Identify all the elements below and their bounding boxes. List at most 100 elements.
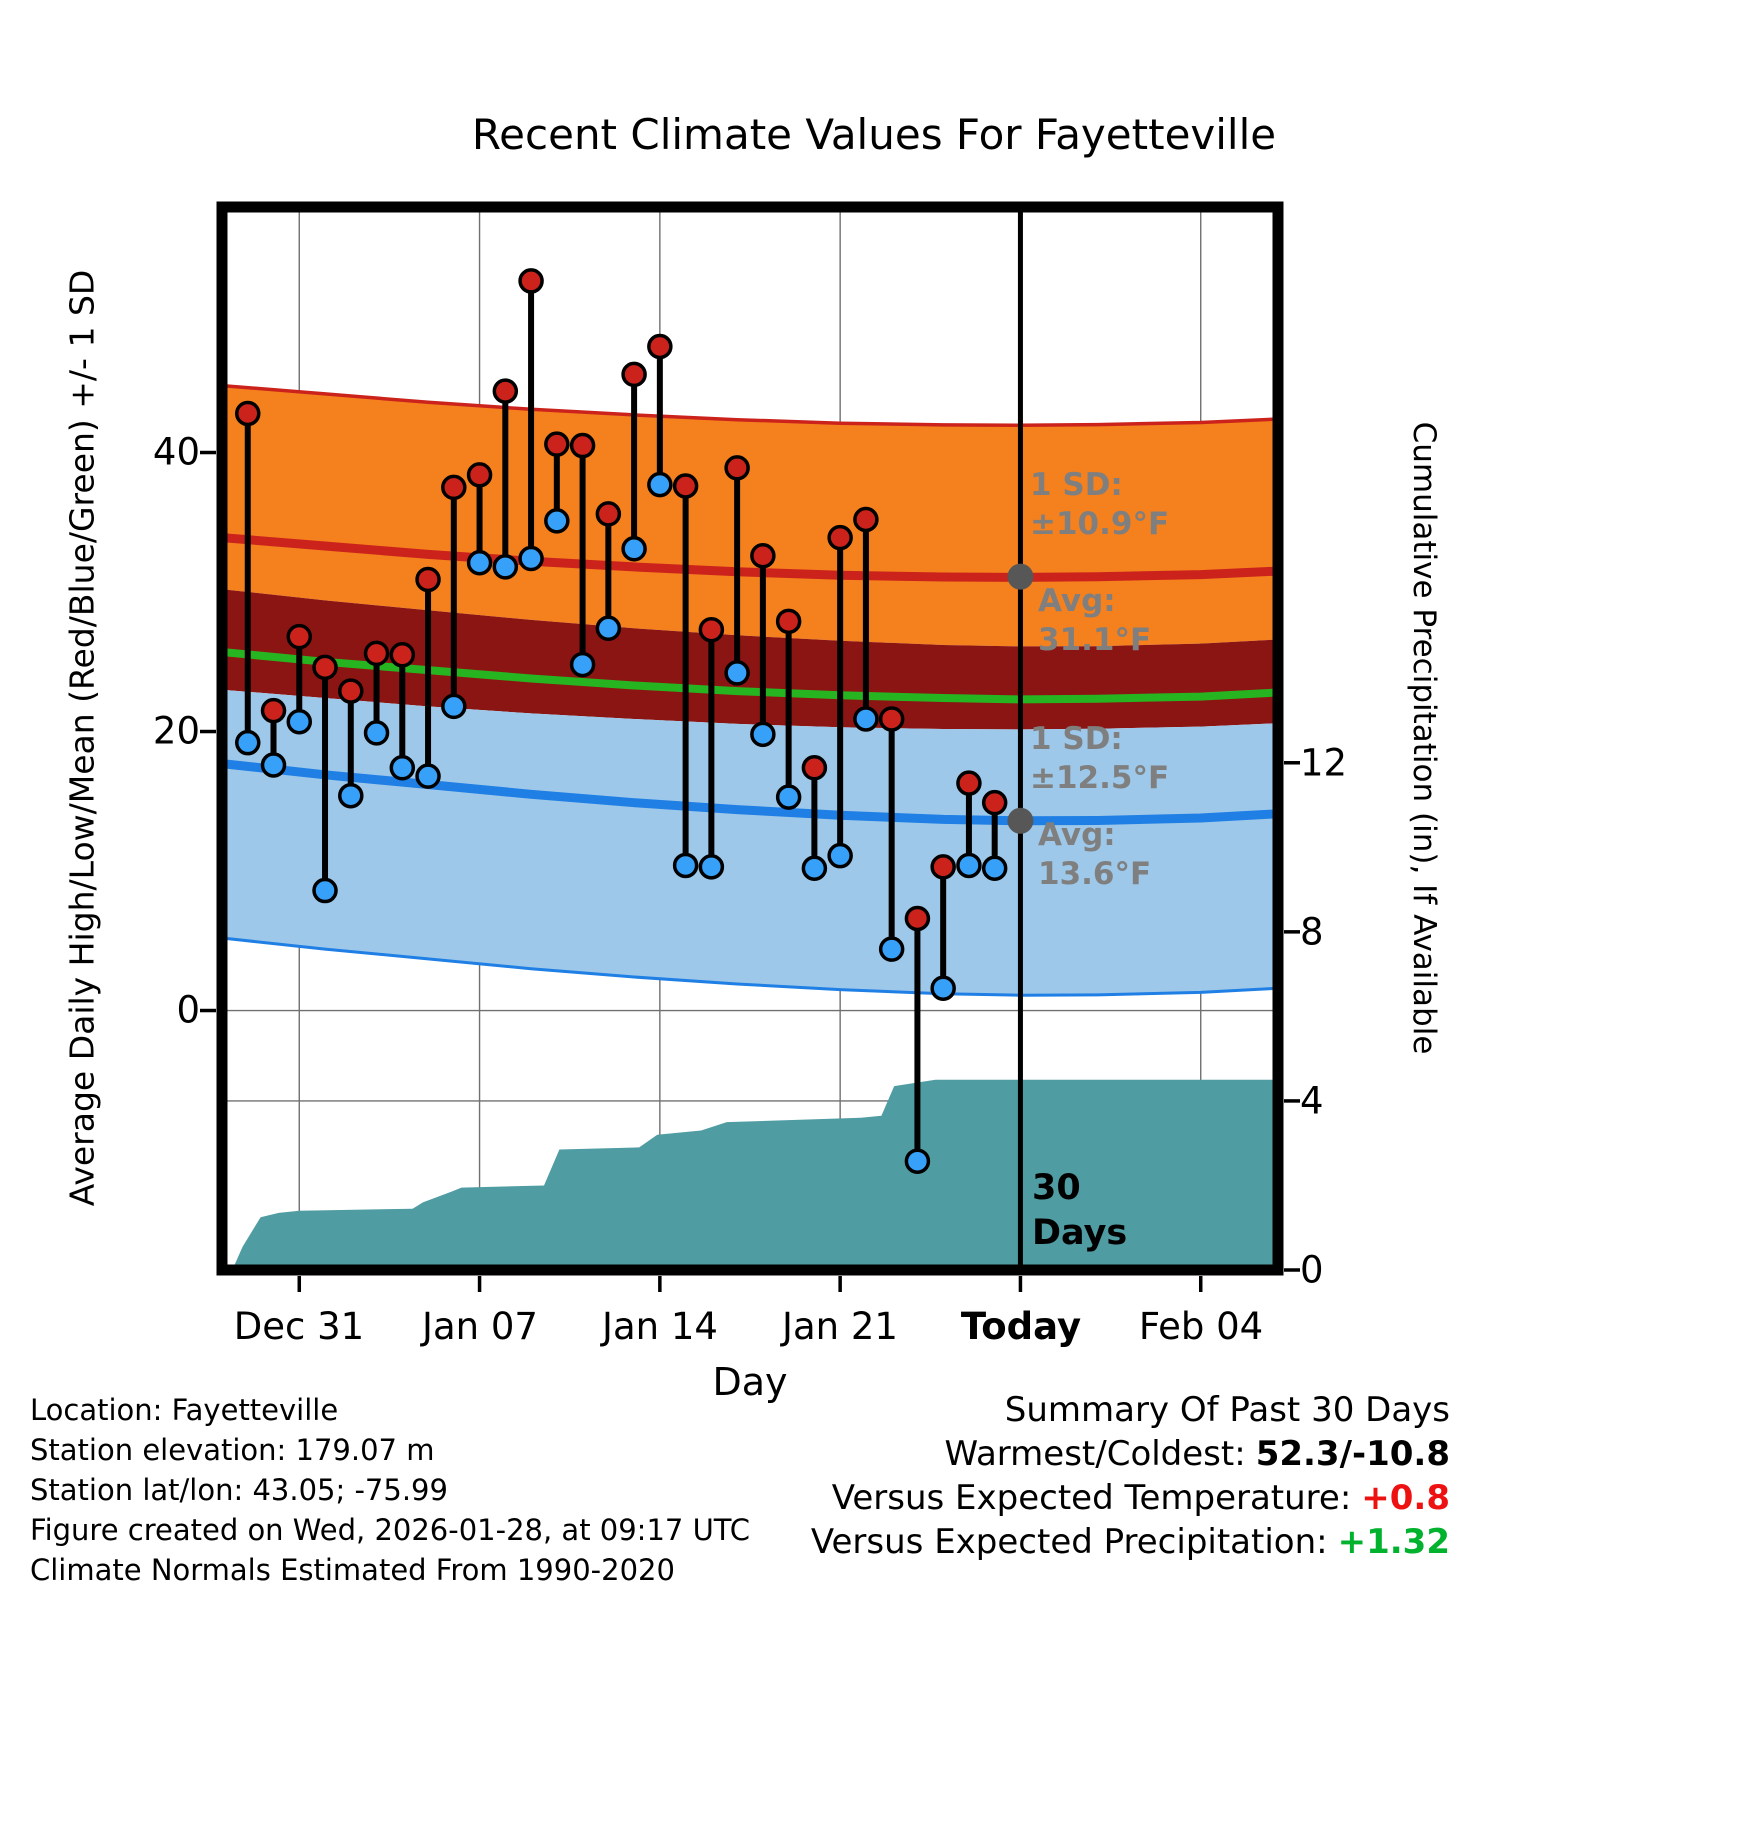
low-avg-today-dot: [1007, 807, 1034, 834]
high-sd-value: ±10.9°F: [1030, 506, 1170, 542]
station-info: Location: Fayetteville Station elevation…: [30, 1390, 750, 1590]
right-axis-label: Cumulative Precipitation (in), If Availa…: [1406, 421, 1442, 1055]
normals-note: Climate Normals Estimated From 1990-2020: [30, 1553, 675, 1587]
daily-low-marker: [956, 852, 982, 879]
daily-low-marker: [389, 755, 416, 781]
today-line-label: 30 Days: [1032, 1166, 1127, 1256]
daily-low-marker: [415, 763, 441, 789]
x-tick-feb04: Feb 04: [1138, 1305, 1264, 1348]
plot-border: [216, 201, 1284, 1276]
station-elevation: Station elevation: 179.07 m: [30, 1433, 435, 1467]
daily-high-marker: [235, 400, 261, 427]
summary-row-vs-precipitation: Versus Expected Precipitation: +1.32: [811, 1520, 1450, 1564]
precip-tick-8: 8: [1300, 910, 1324, 954]
low-avg-annotation: Avg: 13.6°F: [1038, 816, 1151, 894]
high-avg-line: [221, 533, 1279, 582]
cumulative-precip-area: [232, 1079, 1278, 1270]
high-sd-label: 1 SD:: [1030, 467, 1123, 503]
daily-low-marker: [750, 721, 776, 748]
low-avg-label: Avg:: [1038, 817, 1116, 853]
summary-title: Summary Of Past 30 Days: [1004, 1390, 1450, 1430]
daily-low-marker: [260, 752, 287, 778]
daily-low-marker: [981, 855, 1008, 881]
left-axis-label: Average Daily High/Low/Mean (Red/Blue/Gr…: [62, 269, 102, 1207]
daily-high-marker: [698, 616, 725, 643]
daily-high-marker: [647, 333, 673, 360]
precip-tick-12: 12: [1300, 741, 1348, 785]
daily-low-marker: [595, 615, 622, 642]
y-tick-0: 0: [176, 988, 200, 1032]
daily-high-marker: [904, 905, 931, 932]
y-tick-20: 20: [152, 709, 200, 753]
summary-label: Warmest/Coldest:: [944, 1434, 1246, 1474]
daily-high-marker: [672, 473, 699, 499]
daily-low-marker: [621, 536, 647, 562]
daily-high-marker: [492, 378, 519, 404]
daily-high-marker: [827, 524, 853, 551]
low-temp-sd-band: [222, 689, 1278, 996]
summary-row-vs-temperature: Versus Expected Temperature: +0.8: [811, 1476, 1450, 1520]
high-band-top-edge: [221, 383, 1279, 428]
daily-low-marker: [569, 651, 596, 678]
daily-low-marker: [441, 693, 467, 720]
daily-low-marker: [904, 1148, 931, 1174]
daily-high-marker: [415, 566, 441, 593]
daily-low-marker: [775, 784, 802, 810]
summary-label: Versus Expected Precipitation:: [810, 1522, 1328, 1562]
daily-temps: [235, 268, 1008, 1174]
daily-low-marker: [853, 706, 879, 732]
y-tick-40: 40: [152, 430, 200, 474]
summary-label: Versus Expected Temperature:: [831, 1478, 1352, 1518]
low-avg-line: [221, 759, 1279, 826]
daily-high-marker: [286, 623, 313, 650]
daily-low-marker: [544, 508, 570, 534]
x-tick-today: Today: [960, 1305, 1082, 1348]
summary-value: +1.32: [1337, 1522, 1450, 1562]
daily-low-marker: [235, 729, 261, 756]
x-tick-jan21: Jan 21: [782, 1305, 898, 1348]
daily-low-marker: [724, 660, 750, 686]
high-avg-annotation: Avg: 31.1°F: [1038, 582, 1151, 660]
daily-high-marker: [312, 654, 338, 681]
daily-low-marker: [286, 709, 313, 735]
daily-low-marker: [363, 720, 390, 746]
daily-low-marker: [518, 545, 544, 572]
summary-value: +0.8: [1361, 1478, 1450, 1518]
daily-low-marker: [801, 855, 828, 881]
daily-high-marker: [775, 608, 802, 635]
x-axis-label: Day: [712, 1360, 788, 1404]
low-band-bottom-edge: [221, 936, 1279, 997]
daily-high-marker: [981, 789, 1008, 816]
daily-low-marker: [466, 549, 493, 576]
precip-tick-4: 4: [1300, 1079, 1324, 1123]
x-tick-dec31: Dec 31: [233, 1305, 365, 1348]
daily-low-marker: [672, 852, 699, 879]
summary-row-warmest-coldest: Warmest/Coldest: 52.3/-10.8: [811, 1432, 1451, 1476]
daily-high-marker: [930, 854, 956, 880]
daily-high-marker: [441, 474, 467, 501]
daily-low-marker: [698, 854, 725, 880]
figure-created: Figure created on Wed, 2026-01-28, at 09…: [30, 1513, 751, 1547]
high-avg-today-dot: [1007, 563, 1034, 590]
high-sd-annotation: 1 SD: ±10.9°F: [1030, 466, 1169, 544]
summary-value: 52.3/-10.8: [1255, 1434, 1450, 1474]
daily-high-marker: [853, 506, 879, 533]
daily-high-marker: [595, 501, 622, 527]
daily-high-marker: [260, 697, 287, 724]
low-sd-label: 1 SD:: [1030, 721, 1123, 757]
daily-high-marker: [389, 642, 416, 668]
daily-high-marker: [801, 755, 828, 781]
low-sd-annotation: 1 SD: ±12.5°F: [1030, 720, 1169, 798]
daily-low-marker: [338, 782, 364, 809]
x-tick-jan14: Jan 14: [602, 1305, 718, 1348]
daily-high-marker: [956, 770, 982, 796]
daily-low-marker: [492, 554, 519, 580]
daily-high-marker: [621, 361, 647, 388]
daily-low-marker: [930, 975, 956, 1001]
daily-high-marker: [569, 432, 596, 459]
daily-low-marker: [312, 877, 338, 904]
daily-high-marker: [518, 268, 544, 294]
daily-high-marker: [750, 543, 776, 569]
daily-high-marker: [544, 431, 570, 457]
